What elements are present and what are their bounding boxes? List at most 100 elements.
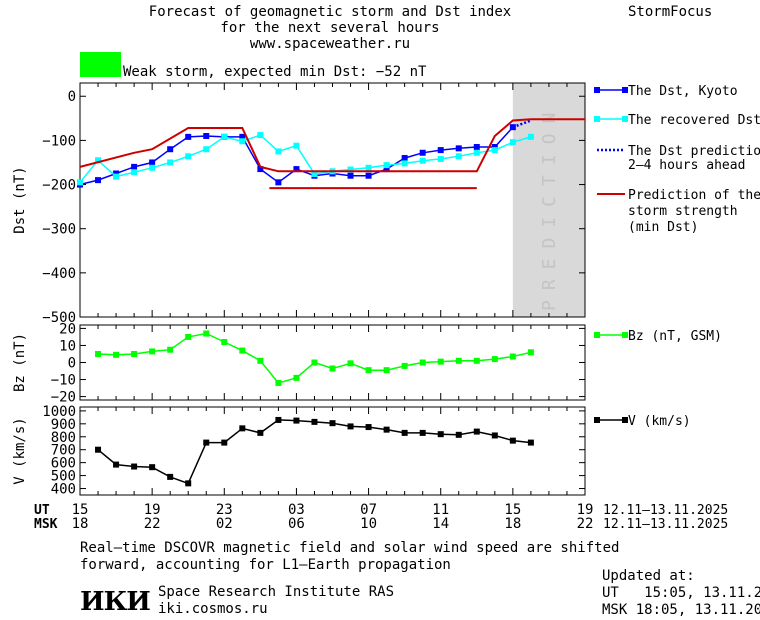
series-line (79, 126, 514, 186)
series-line (79, 134, 532, 183)
data-point (113, 170, 120, 177)
data-point (167, 473, 174, 480)
legend-swatch-point (622, 332, 628, 338)
prediction-watermark: PREDICTION (539, 103, 560, 311)
data-point (401, 429, 408, 436)
data-point (167, 346, 174, 353)
data-point (293, 166, 300, 173)
msk-tick-label: 06 (288, 516, 305, 532)
ut-axis-label: UT (34, 503, 50, 518)
data-point (203, 132, 210, 139)
y-tick-label: 1000 (42, 404, 76, 420)
data-point (509, 437, 516, 444)
data-point (185, 480, 192, 487)
data-point (347, 360, 354, 367)
data-point (329, 420, 336, 427)
storm-level-label: Weak storm, expected min Dst: −52 nT (123, 64, 427, 80)
y-tick-label: 0 (68, 356, 76, 372)
series-line (512, 119, 532, 129)
data-point (293, 142, 300, 149)
data-point (203, 330, 210, 337)
institute-name: Space Research Institute RAS (158, 584, 395, 600)
msk-tick-label: 10 (360, 516, 377, 532)
data-point (113, 461, 120, 468)
updated-msk: MSK 18:05, 13.11.2025 (602, 602, 760, 618)
data-point (437, 155, 444, 162)
y-axis-title: Dst (nT) (12, 166, 28, 233)
legend-storm-prediction: Prediction of the (628, 188, 760, 203)
data-point (221, 339, 228, 346)
legend-bz: Bz (nT, GSM) (628, 329, 722, 344)
data-point (509, 139, 516, 146)
data-point (347, 166, 354, 173)
legend-dst-kyoto: The Dst, Kyoto (628, 84, 738, 99)
data-point (275, 379, 282, 386)
data-point (185, 153, 192, 160)
legend-swatch-point (594, 417, 600, 423)
data-point (149, 164, 156, 171)
data-point (95, 177, 102, 184)
footer-note-line1: Real–time DSCOVR magnetic field and sola… (80, 540, 620, 556)
data-point (509, 353, 516, 360)
data-point (437, 147, 444, 154)
data-point (383, 162, 390, 169)
data-point (527, 133, 534, 140)
data-point (257, 132, 264, 139)
legend-storm-prediction-2: storm strength (628, 204, 738, 219)
data-point (131, 169, 138, 176)
msk-axis-label: MSK (34, 517, 58, 532)
series-line (79, 118, 585, 173)
legend-swatch-point (622, 417, 628, 423)
data-point (131, 463, 138, 470)
institute-site[interactable]: iki.cosmos.ru (158, 601, 268, 617)
ut-tick-label: 03 (288, 502, 305, 518)
y-tick-label: 900 (51, 417, 76, 433)
legend-recovered-dst: The recovered Dst (628, 113, 760, 128)
legend-dst-prediction: The Dst prediction (628, 144, 760, 159)
msk-tick-label: 14 (432, 516, 449, 532)
data-point (221, 439, 228, 446)
data-point (473, 357, 480, 364)
legend: The Dst, Kyoto The recovered Dst The Dst p… (594, 84, 760, 429)
updated-label: Updated at: (602, 568, 695, 584)
data-point (419, 429, 426, 436)
data-point (491, 356, 498, 363)
chart-title: Forecast of geomagnetic storm and Dst in… (148, 4, 512, 20)
data-point (455, 145, 462, 152)
data-point (149, 464, 156, 471)
data-point (293, 374, 300, 381)
data-point (185, 333, 192, 340)
data-point (95, 157, 102, 164)
data-point (239, 347, 246, 354)
data-point (419, 149, 426, 156)
data-point (473, 149, 480, 156)
data-point (383, 367, 390, 374)
msk-tick-label: 18 (72, 516, 89, 532)
msk-tick-label: 02 (216, 516, 233, 532)
series-line (97, 419, 531, 485)
data-point (509, 124, 516, 131)
legend-dst-prediction-2: 2–4 hours ahead (628, 158, 745, 173)
data-point (401, 155, 408, 162)
legend-swatch-point (594, 87, 600, 93)
updated-ut: UT 15:05, 13.11.2025 (602, 585, 760, 601)
storm-level-swatch (80, 52, 121, 77)
data-point (329, 365, 336, 372)
y-tick-label: 0 (68, 89, 76, 105)
y-tick-label: −200 (42, 178, 76, 194)
legend-swatch-point (594, 116, 600, 122)
data-point (167, 146, 174, 153)
y-axis-title: V (km/s) (12, 417, 28, 484)
data-point (113, 173, 120, 180)
data-point (95, 446, 102, 453)
footer-note-line2: forward, accounting for L1–Earth propaga… (80, 557, 451, 573)
data-point (311, 359, 318, 366)
data-series (77, 118, 585, 487)
msk-date-range: 12.11–13.11.2025 (603, 517, 728, 532)
data-point (293, 417, 300, 424)
data-point (365, 172, 372, 179)
data-point (473, 428, 480, 435)
data-point (185, 133, 192, 140)
